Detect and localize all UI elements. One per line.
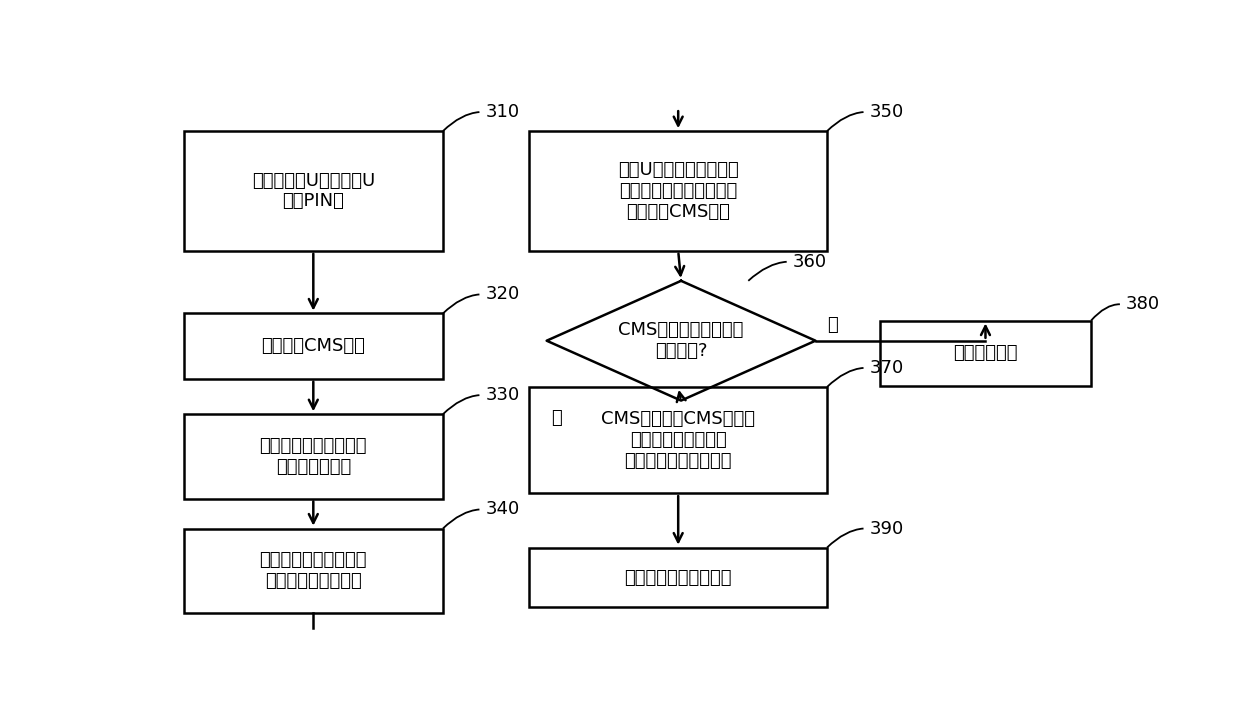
Bar [183,313,444,379]
Bar [183,529,444,613]
Text: CMS后台判断接收数据
是否完整?: CMS后台判断接收数据 是否完整? [618,321,743,360]
Bar [529,131,828,251]
Text: 350: 350 [870,103,903,121]
Text: 否: 否 [828,316,838,334]
Bar [183,131,444,251]
Bar [880,320,1092,386]
Text: 390: 390 [870,520,903,537]
Text: 320: 320 [486,286,519,303]
Text: 自动打开CMS网页: 自动打开CMS网页 [261,337,366,355]
Text: 370: 370 [870,359,903,377]
Bar [529,547,828,607]
Text: 330: 330 [486,386,519,404]
Text: 360: 360 [793,253,826,271]
Text: 380: 380 [1126,296,1160,313]
Text: 返回错误信息: 返回错误信息 [953,344,1017,362]
Text: 收款方发布可信二维码: 收款方发布可信二维码 [624,568,732,587]
Text: 是: 是 [551,409,563,427]
Text: 选择新建二维码，输入
商品信息和支付信息: 选择新建二维码，输入 商品信息和支付信息 [259,551,367,590]
Text: 310: 310 [486,103,519,121]
Text: 输入账号、密码，登录
二维码管理平台: 输入账号、密码，登录 二维码管理平台 [259,437,367,476]
Text: 使用U盾对输入信息进行
签名运算，与输入信息一
起发送给CMS后台: 使用U盾对输入信息进行 签名运算，与输入信息一 起发送给CMS后台 [618,161,738,221]
Text: 340: 340 [486,501,519,518]
Text: CMS后台使用CMS私钥对
接收数据进行签名运
算，连同接收数据编码: CMS后台使用CMS私钥对 接收数据进行签名运 算，连同接收数据编码 [601,410,756,470]
Bar [529,387,828,493]
Text: 收款方插入U盾，输入U
盾的PIN码: 收款方插入U盾，输入U 盾的PIN码 [252,172,375,211]
Bar [183,414,444,498]
